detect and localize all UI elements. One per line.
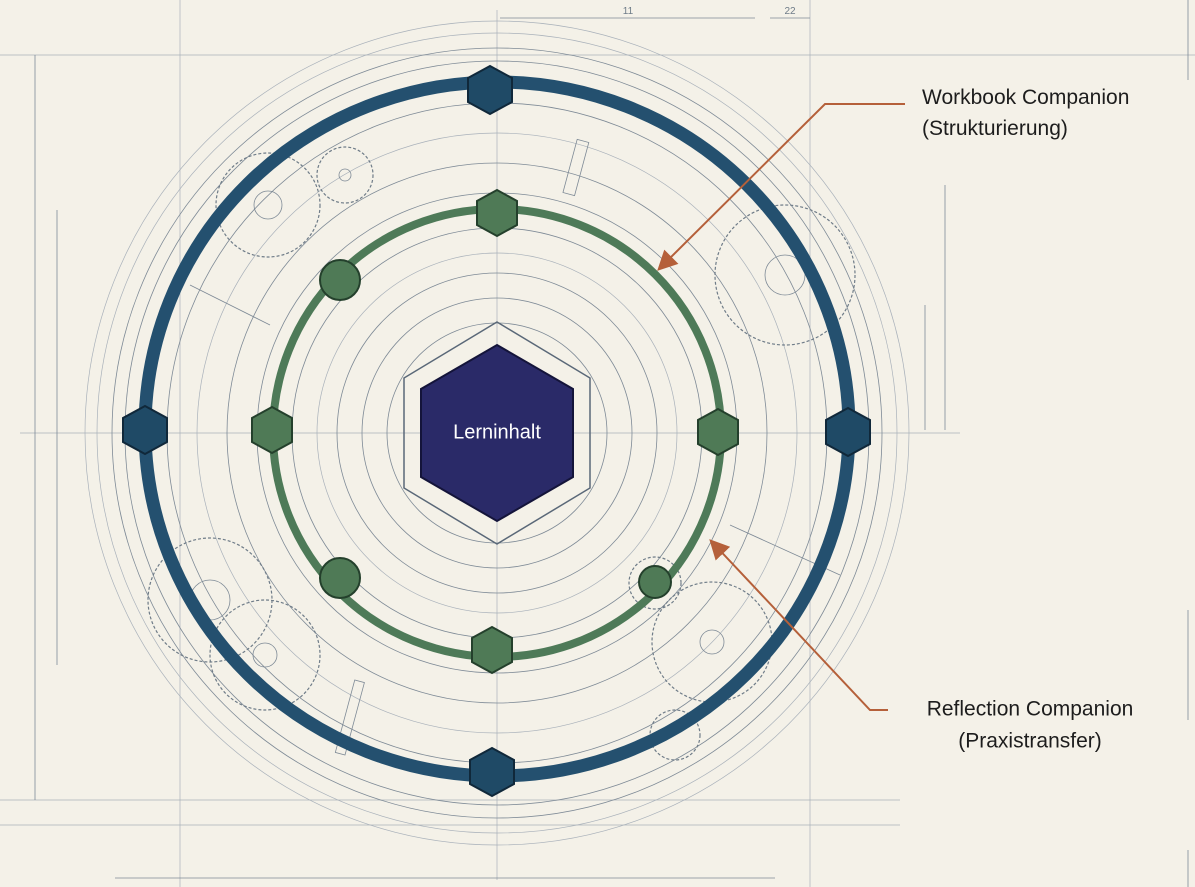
- callout-title: Reflection Companion: [927, 698, 1134, 721]
- center-label: Lerninhalt: [453, 421, 541, 443]
- callout-title: Workbook Companion: [922, 86, 1129, 109]
- diagram: 11 22: [0, 0, 1195, 887]
- callout-subtitle: (Praxistransfer): [958, 730, 1102, 753]
- callout-subtitle: (Strukturierung): [922, 117, 1068, 140]
- dimension-label: 22: [784, 6, 796, 17]
- dimension-label: 11: [623, 6, 634, 17]
